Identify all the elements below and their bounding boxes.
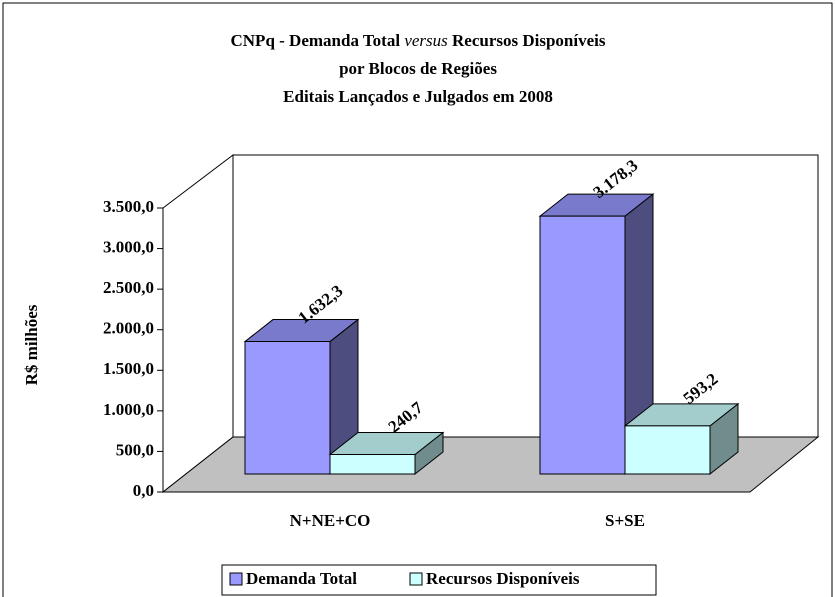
bar-front xyxy=(329,453,416,475)
y-tick-label: 1.500,0 xyxy=(103,359,154,378)
side-wall xyxy=(162,153,234,494)
chart-title: Editais Lançados e Julgados em 2008 xyxy=(283,87,553,106)
y-tick-label: 3.500,0 xyxy=(103,197,154,216)
bar xyxy=(243,318,360,476)
bar xyxy=(538,193,655,476)
bar-front xyxy=(244,341,331,475)
x-tick-label: N+NE+CO xyxy=(290,511,371,530)
chart-title: por Blocos de Regiões xyxy=(339,59,497,78)
legend-box xyxy=(221,564,657,596)
y-tick-label: 0,0 xyxy=(133,481,154,500)
y-tick-label: 1.000,0 xyxy=(103,400,154,419)
x-tick-label: S+SE xyxy=(605,511,645,530)
y-tick-label: 2.000,0 xyxy=(103,319,154,338)
y-tick-label: 500,0 xyxy=(116,440,154,459)
y-axis-label: R$ milhões xyxy=(22,304,41,385)
bar-front xyxy=(539,215,626,475)
legend-swatch xyxy=(229,572,243,586)
legend-label: Recursos Disponíveis xyxy=(426,569,580,588)
chart-title: CNPq - Demanda Total versus Recursos Dis… xyxy=(231,31,606,50)
legend-swatch xyxy=(409,572,423,586)
y-tick-label: 2.500,0 xyxy=(103,278,154,297)
bar xyxy=(623,402,740,476)
y-tick-label: 3.000,0 xyxy=(103,237,154,256)
bar-front xyxy=(624,425,711,475)
legend-label: Demanda Total xyxy=(246,569,357,588)
bar xyxy=(328,431,445,476)
